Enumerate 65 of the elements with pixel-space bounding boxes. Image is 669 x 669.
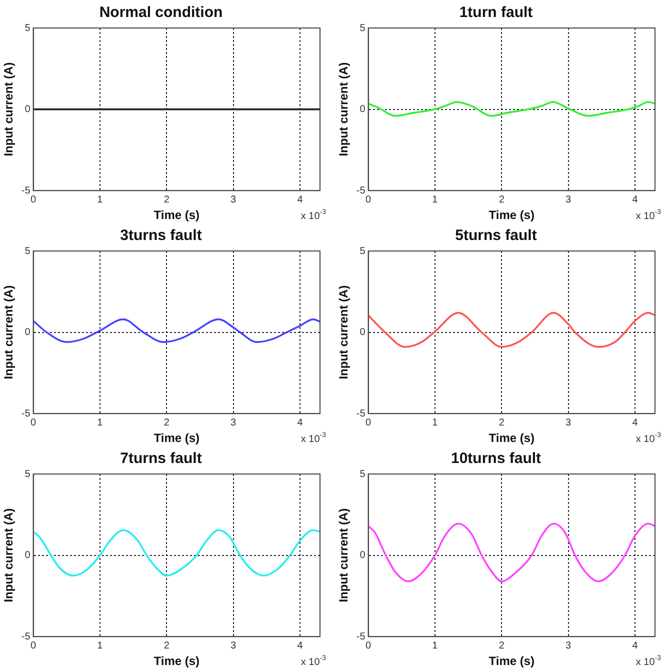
x-tick-label: 3 <box>230 417 237 428</box>
chart-title: 1turn fault <box>459 4 533 22</box>
x-tick-label: 2 <box>164 417 170 428</box>
y-tick-label: -5 <box>21 408 31 420</box>
x-tick-label: 1 <box>432 417 438 428</box>
x-tick-label: 4 <box>297 417 304 428</box>
x-tick-label: 3 <box>566 640 572 652</box>
y-tick-label: -5 <box>356 185 366 196</box>
x-tick-label: 3 <box>566 194 572 206</box>
y-tick-label: 0 <box>360 327 366 338</box>
line-series <box>33 318 320 343</box>
y-tick-label: -5 <box>21 185 31 196</box>
y-tick-label: -5 <box>356 408 366 420</box>
x-tick-label: 2 <box>498 640 505 652</box>
x-tick-label: 4 <box>297 640 304 652</box>
y-axis-title: Input current (A) <box>336 285 351 380</box>
x-tick-label: 1 <box>97 194 104 206</box>
x-tick-label: 2 <box>498 194 505 206</box>
x-axis-title: Time (s) <box>488 431 535 446</box>
chart-title: 5turns fault <box>455 227 537 244</box>
y-tick-label: 0 <box>24 327 31 338</box>
x-tick-label: 3 <box>230 194 237 206</box>
y-tick-label: 0 <box>360 104 366 116</box>
x-axis-title: Time (s) <box>154 208 200 222</box>
x-axis-title: Time (s) <box>154 431 200 446</box>
x-tick-label: 1 <box>432 194 438 206</box>
y-tick-label: -5 <box>356 631 366 642</box>
chart-title: 7turns fault <box>120 450 202 468</box>
y-tick-label: -5 <box>21 631 31 642</box>
y-axis-title: Input current (A) <box>336 62 351 156</box>
y-tick-label: 0 <box>24 104 31 116</box>
y-axis-title: Input current (A) <box>2 508 16 602</box>
x-tick-label: 1 <box>432 640 438 652</box>
y-axis-title: Input current (A) <box>336 508 351 602</box>
x-axis-title: Time (s) <box>154 654 200 668</box>
y-tick-label: 5 <box>360 468 366 480</box>
y-tick-label: 5 <box>360 22 366 34</box>
x-tick-label: 2 <box>498 417 505 428</box>
y-tick-label: 0 <box>24 550 31 562</box>
x-tick-label: 4 <box>632 194 638 206</box>
line-series <box>368 312 655 348</box>
y-axis-title: Input current (A) <box>2 285 16 380</box>
y-tick-label: 5 <box>24 468 31 480</box>
line-series <box>33 529 320 577</box>
x-tick-label: 1 <box>97 640 104 652</box>
x-tick-label: 3 <box>566 417 572 428</box>
line-series <box>368 101 655 117</box>
x-tick-label: 3 <box>230 640 237 652</box>
x-tick-label: 2 <box>164 640 170 652</box>
x-tick-label: 4 <box>632 417 638 428</box>
y-axis-title: Input current (A) <box>2 62 16 156</box>
x-tick-label: 1 <box>97 417 104 428</box>
x-tick-label: 4 <box>297 194 304 206</box>
line-series <box>368 522 655 582</box>
y-tick-label: 0 <box>360 550 366 562</box>
x-tick-label: 4 <box>632 640 638 652</box>
chart-title: 3turns fault <box>120 227 202 244</box>
y-tick-label: 5 <box>24 246 31 257</box>
x-tick-label: 2 <box>164 194 170 206</box>
x-axis-title: Time (s) <box>488 654 535 668</box>
y-tick-label: 5 <box>24 22 31 34</box>
x-axis-title: Time (s) <box>488 208 535 222</box>
y-tick-label: 5 <box>360 246 366 257</box>
chart-title: Normal condition <box>99 4 223 22</box>
chart-title: 10turns fault <box>450 450 542 468</box>
